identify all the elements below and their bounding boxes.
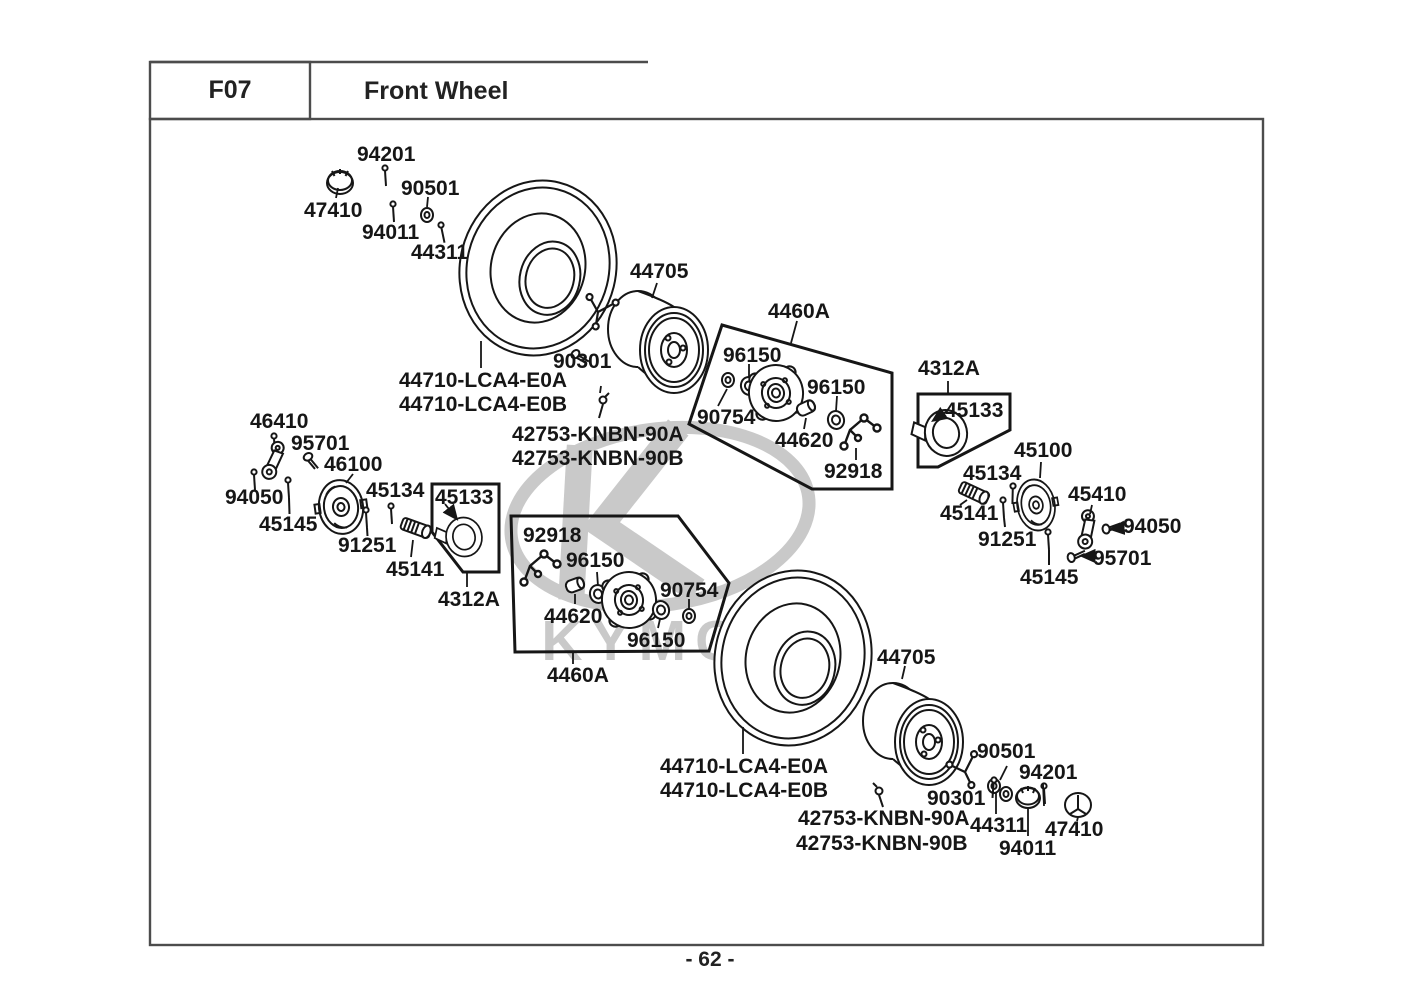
part-label-42753-KNBN-90B-10: 42753-KNBN-90B bbox=[512, 447, 684, 470]
part-label-95701-25: 95701 bbox=[1093, 547, 1152, 570]
page-frame bbox=[148, 60, 1265, 947]
part-label-94050-30: 94050 bbox=[225, 486, 284, 509]
part-label-45141-22: 45141 bbox=[940, 502, 999, 525]
part-42753-valve-top bbox=[598, 392, 610, 419]
part-label-90501-2: 90501 bbox=[401, 177, 460, 200]
part-label-96150-38: 96150 bbox=[566, 549, 625, 572]
part-label-45133-35: 45133 bbox=[435, 486, 494, 509]
part-94011-lower bbox=[1015, 785, 1041, 809]
part-91251-left bbox=[362, 506, 370, 537]
page-code: F07 bbox=[208, 76, 252, 104]
part-label-45134-20: 45134 bbox=[963, 462, 1022, 485]
part-45145-right bbox=[1044, 528, 1052, 565]
part-label-45141-34: 45141 bbox=[386, 558, 445, 581]
part-label-45100-19: 45100 bbox=[1014, 439, 1073, 462]
part-label-96150-13: 96150 bbox=[807, 376, 866, 399]
part-label-94050-23: 94050 bbox=[1123, 515, 1182, 538]
part-label-44705-5: 44705 bbox=[630, 260, 689, 283]
part-94011-top bbox=[389, 200, 397, 223]
part-label-90754-14: 90754 bbox=[697, 406, 756, 429]
part-42753-valve-lower bbox=[872, 782, 884, 808]
part-90501-top bbox=[420, 207, 434, 223]
part-label-92918-16: 92918 bbox=[824, 460, 883, 483]
leader-lines bbox=[335, 187, 1126, 836]
part-label-4460A-42: 4460A bbox=[547, 664, 609, 687]
content-frame bbox=[148, 117, 1265, 947]
part-label-92918-37: 92918 bbox=[523, 524, 582, 547]
part-label-4312A-36: 4312A bbox=[438, 588, 500, 611]
part-46410-arm bbox=[260, 432, 286, 482]
part-label-44620-15: 44620 bbox=[775, 429, 834, 452]
part-90754-lower bbox=[682, 608, 696, 624]
part-label-45134-31: 45134 bbox=[366, 479, 425, 502]
part-label-4460A-11: 4460A bbox=[768, 300, 830, 323]
part-label-44311-4: 44311 bbox=[411, 241, 469, 264]
upper-tire bbox=[440, 162, 636, 374]
part-label-47410-1: 47410 bbox=[304, 199, 363, 222]
part-45134-right bbox=[1007, 482, 1017, 506]
left-bearing-box bbox=[430, 482, 501, 574]
part-label-46410-27: 46410 bbox=[250, 410, 309, 433]
part-94201-top bbox=[381, 164, 389, 187]
part-label-90301-6: 90301 bbox=[553, 350, 612, 373]
part-label-44620-39: 44620 bbox=[544, 605, 603, 628]
part-label-45133-18: 45133 bbox=[945, 399, 1004, 422]
part-label-45410-21: 45410 bbox=[1068, 483, 1127, 506]
part-label-42753-KNBN-90B-47: 42753-KNBN-90B bbox=[796, 832, 968, 855]
part-label-45145-26: 45145 bbox=[1020, 566, 1079, 589]
part-91251-right bbox=[999, 496, 1007, 528]
part-label-42753-KNBN-90A-9: 42753-KNBN-90A bbox=[512, 423, 684, 446]
part-label-46100-29: 46100 bbox=[324, 453, 383, 476]
part-label-45145-32: 45145 bbox=[259, 513, 318, 536]
upper-hub-box bbox=[687, 323, 894, 491]
part-label-94011-3: 94011 bbox=[362, 221, 420, 244]
part-label-47410-53: 47410 bbox=[1045, 818, 1104, 841]
part-label-44705-43: 44705 bbox=[877, 646, 936, 669]
part-label-44710-LCA4-E0A-44: 44710-LCA4-E0A bbox=[660, 755, 829, 778]
part-45133-left bbox=[430, 513, 487, 563]
right-bearing-box bbox=[916, 392, 1012, 469]
page-title: Front Wheel bbox=[364, 77, 509, 105]
part-label-44710-LCA4-E0A-7: 44710-LCA4-E0A bbox=[399, 369, 568, 392]
part-46100-plate bbox=[310, 475, 372, 539]
part-label-42753-KNBN-90A-46: 42753-KNBN-90A bbox=[798, 807, 970, 830]
part-label-4312A-17: 4312A bbox=[918, 357, 980, 380]
part-label-94201-50: 94201 bbox=[1019, 761, 1078, 784]
lower-rim bbox=[862, 682, 964, 786]
part-label-96150-41: 96150 bbox=[627, 629, 686, 652]
part-90754-upper bbox=[721, 372, 735, 388]
part-label-94011-52: 94011 bbox=[999, 837, 1057, 860]
part-label-91251-24: 91251 bbox=[978, 528, 1037, 551]
part-label-90754-40: 90754 bbox=[660, 579, 719, 602]
part-label-90501-49: 90501 bbox=[977, 740, 1036, 763]
part-label-44311-51: 44311 bbox=[970, 814, 1028, 837]
part-47410-lower bbox=[1064, 792, 1092, 818]
part-label-44710-LCA4-E0B-8: 44710-LCA4-E0B bbox=[399, 393, 568, 416]
part-label-95701-28: 95701 bbox=[291, 432, 350, 455]
part-45141-left bbox=[398, 515, 434, 541]
upper-rim bbox=[607, 290, 709, 394]
part-45134-left bbox=[387, 502, 395, 525]
part-92918-upper bbox=[839, 413, 882, 451]
part-label-91251-33: 91251 bbox=[338, 534, 397, 557]
part-label-96150-12: 96150 bbox=[723, 344, 782, 367]
part-96150-upper-right bbox=[824, 408, 848, 432]
part-45410-right bbox=[1074, 508, 1098, 551]
part-label-94201-0: 94201 bbox=[357, 143, 416, 166]
part-label-90301-48: 90301 bbox=[927, 787, 986, 810]
lower-hub-box bbox=[509, 514, 731, 654]
page-number: - 62 - bbox=[685, 948, 735, 971]
part-47410-top bbox=[326, 169, 354, 195]
part-45145-left bbox=[284, 476, 292, 515]
part-hub-lower bbox=[596, 566, 662, 634]
part-label-44710-LCA4-E0B-45: 44710-LCA4-E0B bbox=[660, 779, 829, 802]
